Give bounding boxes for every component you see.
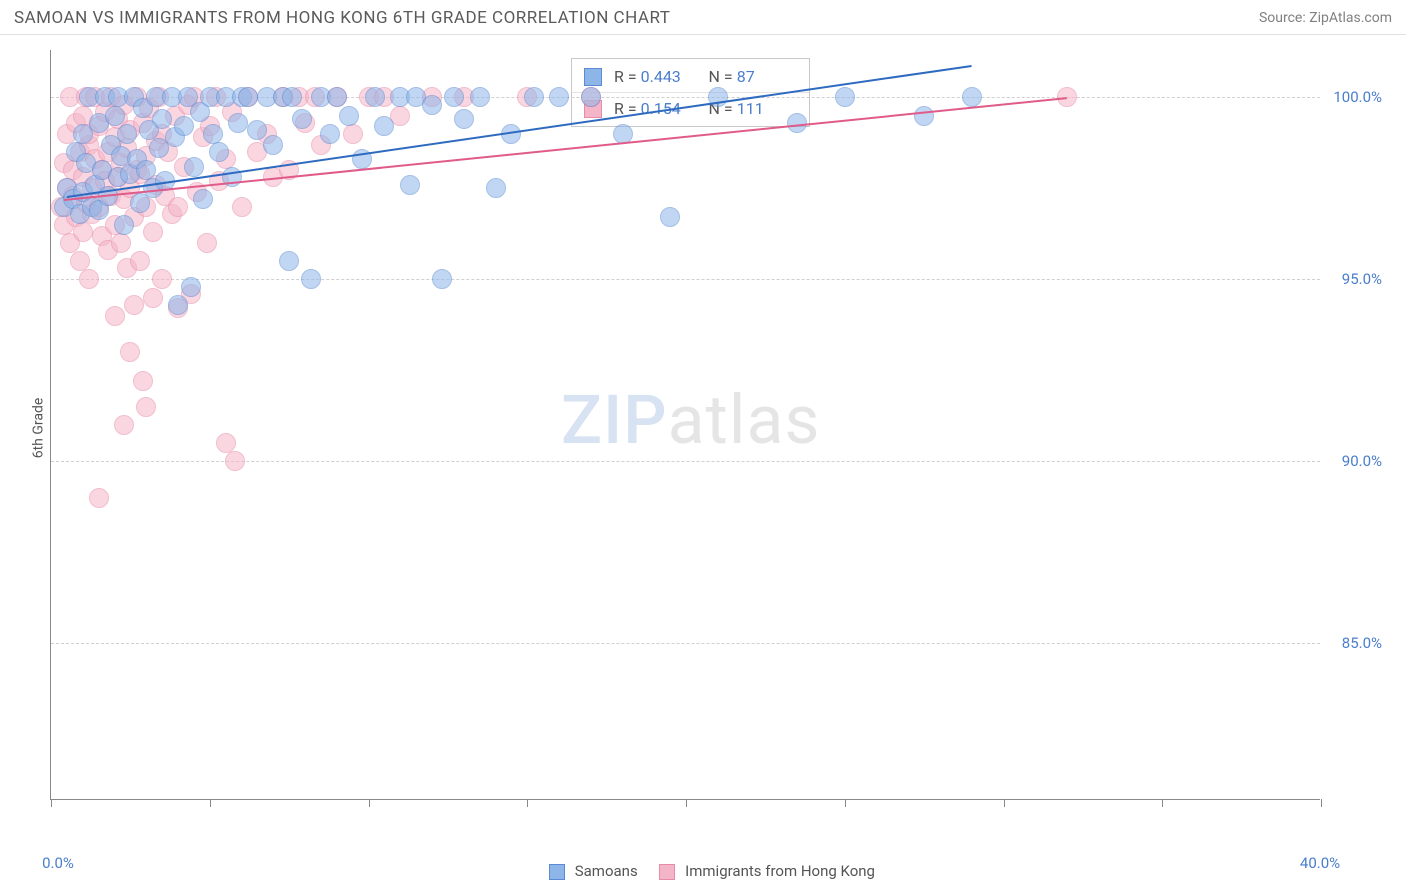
data-point-samoans [400, 175, 420, 195]
data-point-hongkong [232, 197, 252, 217]
data-point-hongkong [105, 306, 125, 326]
data-point-hongkong [197, 233, 217, 253]
data-point-samoans [454, 109, 474, 129]
data-point-samoans [365, 87, 385, 107]
data-point-samoans [320, 124, 340, 144]
x-tick [527, 799, 528, 807]
data-point-hongkong [343, 124, 363, 144]
data-point-hongkong [114, 415, 134, 435]
data-point-samoans [374, 116, 394, 136]
data-point-samoans [835, 87, 855, 107]
chart-header: SAMOAN VS IMMIGRANTS FROM HONG KONG 6TH … [0, 0, 1406, 35]
data-point-samoans [203, 124, 223, 144]
data-point-samoans [228, 113, 248, 133]
gridline [51, 279, 1320, 280]
x-tick [51, 799, 52, 807]
x-tick [1004, 799, 1005, 807]
data-point-hongkong [225, 451, 245, 471]
data-point-hongkong [168, 197, 188, 217]
data-point-samoans [339, 106, 359, 126]
data-point-samoans [184, 157, 204, 177]
y-tick-label: 85.0% [1342, 634, 1382, 652]
watermark: ZIPatlas [561, 380, 821, 460]
stats-row-samoans: R = 0.443 N = 87 [572, 61, 809, 92]
data-point-hongkong [133, 371, 153, 391]
data-point-samoans [962, 87, 982, 107]
data-point-samoans [432, 269, 452, 289]
data-point-samoans [209, 142, 229, 162]
data-point-samoans [136, 160, 156, 180]
data-point-hongkong [152, 269, 172, 289]
data-point-samoans [174, 116, 194, 136]
chart-source: Source: ZipAtlas.com [1259, 10, 1392, 26]
data-point-samoans [660, 207, 680, 227]
x-tick [369, 799, 370, 807]
x-tick [1321, 799, 1322, 807]
data-point-samoans [247, 120, 267, 140]
x-tick-40: 40.0% [1300, 854, 1340, 872]
data-point-samoans [279, 251, 299, 271]
y-tick-label: 95.0% [1342, 270, 1382, 288]
data-point-hongkong [143, 222, 163, 242]
x-tick [686, 799, 687, 807]
legend-swatch-samoans [549, 864, 565, 880]
data-point-samoans [422, 95, 442, 115]
data-point-samoans [292, 109, 312, 129]
data-point-samoans [168, 295, 188, 315]
data-point-hongkong [136, 397, 156, 417]
x-tick [845, 799, 846, 807]
data-point-samoans [193, 189, 213, 209]
data-point-samoans [581, 87, 601, 107]
legend-label-samoans: Samoans [575, 862, 638, 880]
y-tick-label: 90.0% [1342, 452, 1382, 470]
data-point-samoans [114, 215, 134, 235]
data-point-hongkong [70, 251, 90, 271]
data-point-hongkong [143, 288, 163, 308]
gridline [51, 643, 1320, 644]
chart-title: SAMOAN VS IMMIGRANTS FROM HONG KONG 6TH … [14, 8, 670, 28]
data-point-samoans [549, 87, 569, 107]
x-tick [210, 799, 211, 807]
legend-swatch-hongkong [659, 864, 675, 880]
data-point-hongkong [79, 269, 99, 289]
data-point-samoans [263, 135, 283, 155]
data-point-hongkong [111, 233, 131, 253]
data-point-samoans [444, 87, 464, 107]
data-point-samoans [914, 106, 934, 126]
data-point-samoans [327, 87, 347, 107]
data-point-hongkong [124, 295, 144, 315]
data-point-hongkong [89, 488, 109, 508]
data-point-samoans [301, 269, 321, 289]
data-point-samoans [486, 178, 506, 198]
data-point-hongkong [130, 251, 150, 271]
legend-label-hongkong: Immigrants from Hong Kong [685, 862, 875, 880]
data-point-samoans [181, 277, 201, 297]
plot-area: ZIPatlas R = 0.443 N = 87R = 0.154 N = 1… [50, 50, 1320, 800]
data-point-samoans [117, 124, 137, 144]
chart-container: 6th Grade ZIPatlas R = 0.443 N = 87R = 0… [50, 50, 1346, 842]
data-point-hongkong [73, 222, 93, 242]
data-point-samoans [282, 87, 302, 107]
data-point-samoans [152, 109, 172, 129]
data-point-samoans [105, 106, 125, 126]
data-point-samoans [238, 87, 258, 107]
data-point-samoans [524, 87, 544, 107]
y-tick-label: 100.0% [1333, 88, 1382, 106]
legend: Samoans Immigrants from Hong Kong [0, 862, 1406, 880]
data-point-samoans [470, 87, 490, 107]
x-tick [1162, 799, 1163, 807]
data-point-hongkong [120, 342, 140, 362]
stats-swatch-samoans [584, 68, 602, 86]
data-point-hongkong [216, 433, 236, 453]
x-tick-0: 0.0% [42, 854, 74, 872]
y-axis-label: 6th Grade [30, 398, 46, 459]
